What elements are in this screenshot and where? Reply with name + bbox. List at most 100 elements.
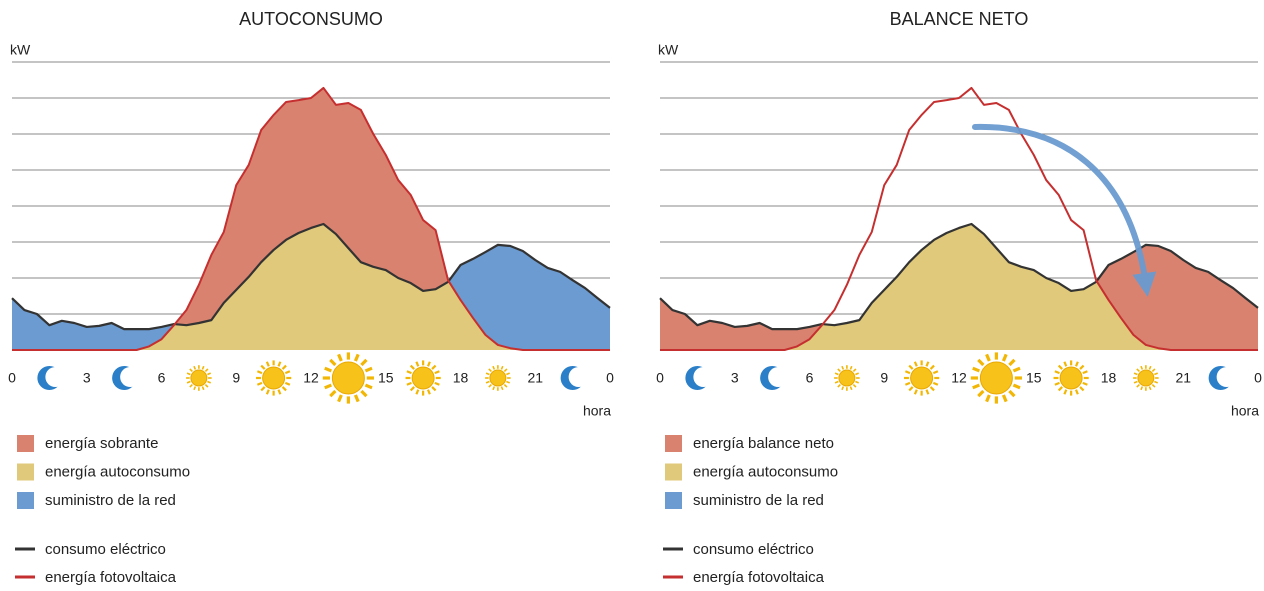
legend-label: energía autoconsumo [693, 463, 838, 480]
x-tick-label: 9 [232, 370, 240, 386]
sun-icon [970, 352, 1022, 404]
sun-ray [260, 364, 266, 370]
legend-label: energía autoconsumo [45, 463, 190, 480]
sun-ray [1136, 383, 1140, 388]
legend-label: suministro de la red [45, 492, 176, 509]
sun-ray [360, 389, 368, 398]
sun-ray [977, 358, 985, 367]
moon-icon [112, 366, 141, 390]
sun-ray [841, 365, 845, 370]
sun-ray [841, 386, 845, 391]
sun-ray [1008, 389, 1016, 398]
sun-ray [485, 372, 490, 376]
sun-ray [904, 370, 911, 375]
sun-ray [277, 361, 282, 367]
sun-ray [406, 370, 412, 375]
sun-ray [409, 364, 415, 370]
sun-ray [193, 386, 197, 391]
sun-disc [1137, 369, 1155, 387]
sun-ray [1001, 394, 1008, 403]
moon-cut [45, 367, 66, 387]
sun-ray [925, 361, 930, 367]
y-axis-label: kW [10, 42, 31, 58]
sun-ray [904, 381, 911, 386]
moon-cut [768, 367, 789, 387]
sun-ray [834, 380, 839, 384]
sun-ray [337, 394, 343, 403]
sun-disc [331, 361, 365, 395]
series-line [659, 222, 1259, 331]
sun-ray [834, 372, 839, 376]
sun-ray [1140, 386, 1144, 391]
chart-title: BALANCE NETO [890, 9, 1029, 29]
sun-ray [265, 389, 270, 395]
sun-ray [207, 380, 212, 384]
sun-ray [932, 370, 939, 375]
sun-ray [1148, 365, 1152, 370]
sun-disc [838, 369, 856, 387]
x-tick-label: 12 [951, 370, 967, 386]
sun-ray [193, 365, 197, 370]
sun-ray [855, 380, 860, 384]
sun-ray [329, 358, 337, 367]
sun-ray [1133, 372, 1138, 376]
sun-ray [1008, 358, 1016, 367]
sun-disc [190, 369, 208, 387]
self-consumption-area [12, 224, 610, 350]
sun-ray [837, 383, 841, 388]
sun-ray [204, 383, 209, 388]
sun-icon [256, 360, 292, 396]
sun-ray [925, 389, 930, 395]
x-tick-label: 6 [806, 370, 814, 386]
sun-ray [1054, 370, 1060, 375]
transfer-arrow [972, 123, 1157, 297]
moon-icon [1208, 366, 1237, 390]
legend-label: energía fotovoltaica [693, 569, 825, 586]
sun-ray [431, 364, 437, 370]
sun-ray [929, 364, 935, 370]
sun-ray [277, 389, 282, 395]
x-tick-label: 0 [8, 370, 16, 386]
sun-ray [913, 361, 918, 367]
sun-ray [204, 368, 209, 373]
sun-icon [405, 360, 441, 396]
sun-ray [492, 365, 496, 370]
sun-ray [406, 381, 412, 386]
sun-ray [324, 366, 332, 373]
sun-icon [1053, 360, 1089, 396]
sun-ray [324, 383, 332, 390]
legend-label: suministro de la red [693, 492, 824, 509]
y-axis-label: kW [658, 42, 679, 58]
sun-ray [260, 386, 266, 392]
sun-ray [431, 386, 437, 392]
sun-ray [265, 361, 270, 367]
x-tick-label: 0 [1254, 370, 1262, 386]
legend-label: energía fotovoltaica [45, 569, 177, 586]
sun-ray [852, 383, 857, 388]
sun-icon [834, 365, 860, 391]
legend-swatch [17, 435, 34, 452]
sun-ray [186, 372, 191, 376]
x-tick-label: 18 [453, 370, 469, 386]
sun-ray [1154, 380, 1159, 384]
sun-ray [1133, 380, 1138, 384]
legend-swatch [665, 463, 682, 481]
sun-ray [337, 353, 343, 362]
sun-ray [1151, 383, 1156, 388]
legend-swatch [665, 435, 682, 452]
sun-disc [262, 366, 286, 390]
legend-label: energía balance neto [693, 435, 834, 452]
sun-ray [284, 370, 291, 375]
legend-swatch [17, 463, 34, 481]
moon-cut [693, 367, 714, 387]
sun-ray [1151, 368, 1156, 373]
moon-icon [760, 366, 789, 390]
sun-ray [908, 364, 914, 370]
sun-ray [1057, 386, 1063, 392]
sun-ray [972, 366, 980, 373]
sun-ray [426, 361, 431, 367]
moon-icon [37, 366, 66, 390]
sun-ray [426, 389, 431, 395]
moon-icon [685, 366, 714, 390]
